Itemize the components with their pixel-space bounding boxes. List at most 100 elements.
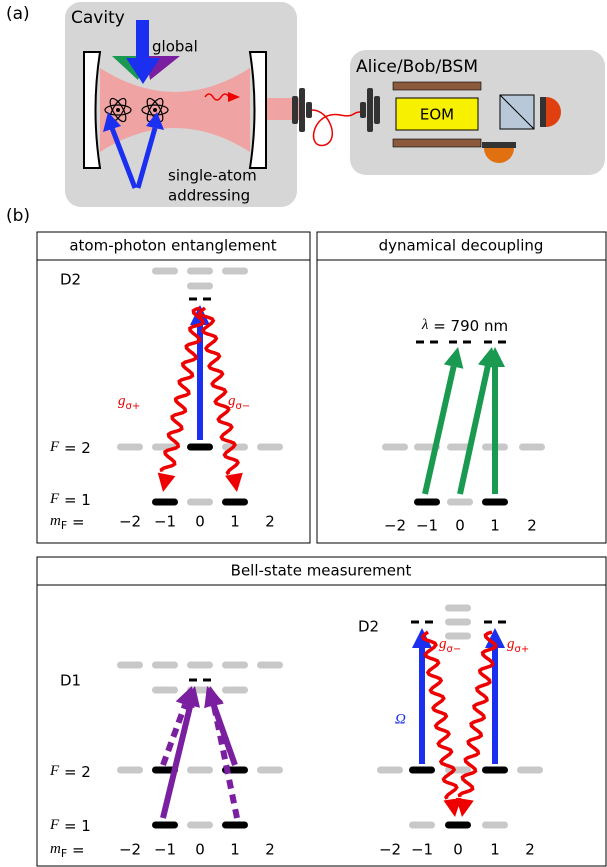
coupling-label: gσ+: [118, 393, 140, 412]
mf-label: mF =: [50, 513, 85, 535]
virtual-level: [484, 621, 492, 624]
level: [445, 619, 471, 626]
atom-core: [116, 108, 120, 112]
panel-frame: [37, 557, 606, 866]
addressing-label: single-atom: [168, 167, 257, 185]
level: [222, 499, 248, 506]
level: [187, 283, 213, 290]
detector: [482, 142, 516, 148]
mf-value: 2: [527, 517, 537, 535]
level: [152, 499, 178, 506]
mf-value: −2: [379, 841, 401, 859]
mf-value: 0: [453, 841, 463, 859]
virtual-level: [463, 341, 471, 344]
cavity-label: Cavity: [71, 8, 125, 28]
wavelength-label: λ = 790 nm: [421, 317, 508, 335]
level: [187, 499, 213, 506]
virtual-level: [203, 298, 211, 301]
level: [382, 444, 408, 451]
mf-value: 2: [265, 841, 275, 859]
arrow-head: [158, 473, 176, 492]
arrow-head: [444, 347, 464, 369]
mf-value: 2: [525, 841, 535, 859]
global-beam: [136, 20, 149, 60]
level: [517, 767, 543, 774]
level: [187, 444, 213, 451]
level: [447, 499, 473, 506]
mf-value: 1: [490, 517, 500, 535]
mf-value: 0: [195, 841, 205, 859]
photon: [423, 632, 457, 799]
level-label: D2: [60, 271, 81, 289]
level: [482, 499, 508, 506]
rabi-label: Ω: [395, 711, 406, 727]
virtual-level: [449, 341, 457, 344]
level: [117, 767, 143, 774]
level-label: F = 1: [49, 817, 91, 835]
mf-value: 0: [195, 513, 205, 531]
panel-title: Bell-state measurement: [231, 562, 412, 580]
level: [117, 662, 143, 669]
level-label: D1: [60, 672, 81, 690]
mf-value: 0: [455, 517, 465, 535]
virtual-level: [203, 679, 211, 682]
mf-value: −2: [119, 513, 141, 531]
level-label: F = 1: [49, 491, 91, 509]
electrode: [393, 139, 481, 147]
level: [519, 444, 545, 451]
level: [222, 268, 248, 275]
coupling-label: gσ−: [228, 393, 250, 412]
eom-label: EOM: [420, 106, 454, 124]
atom-core: [153, 108, 157, 112]
mf-label: mF =: [50, 841, 85, 863]
transition: [425, 367, 454, 494]
arrow-head: [225, 473, 243, 492]
mf-value: −1: [416, 517, 438, 535]
transition: [460, 367, 488, 494]
mf-value: 1: [230, 513, 240, 531]
virtual-level: [430, 341, 438, 344]
level: [445, 633, 471, 640]
global-label: global: [152, 38, 198, 56]
node-label: Alice/Bob/BSM: [356, 57, 478, 77]
level: [409, 822, 435, 829]
panel-label: (a): [6, 4, 30, 24]
level: [222, 822, 248, 829]
coupling-label: gσ+: [507, 636, 529, 655]
level: [257, 444, 283, 451]
level: [222, 662, 248, 669]
level: [187, 822, 213, 829]
mf-value: 1: [230, 841, 240, 859]
level: [187, 268, 213, 275]
virtual-level: [189, 298, 197, 301]
mf-value: −1: [411, 841, 433, 859]
level-label: F = 2: [49, 763, 91, 781]
level: [117, 444, 143, 451]
mf-value: −2: [119, 841, 141, 859]
mf-value: −1: [154, 513, 176, 531]
level: [257, 767, 283, 774]
arrow-head: [456, 798, 474, 817]
level: [152, 687, 178, 694]
panel-frame: [317, 232, 606, 543]
addressing-label: addressing: [168, 187, 250, 205]
virtual-level: [484, 341, 492, 344]
virtual-level: [425, 621, 433, 624]
mf-value: −2: [384, 517, 406, 535]
level: [445, 822, 471, 829]
virtual-level: [498, 621, 506, 624]
level: [414, 499, 440, 506]
figure: (a) Cavity global single-atom addressing…: [0, 0, 607, 867]
level: [377, 767, 403, 774]
panel-title: atom-photon entanglement: [69, 237, 276, 255]
panel-title: dynamical decoupling: [379, 237, 544, 255]
level: [222, 687, 248, 694]
panel-label: (b): [6, 206, 30, 226]
mf-value: 2: [265, 513, 275, 531]
level: [152, 268, 178, 275]
level-label: D2: [358, 618, 379, 636]
electrode: [393, 82, 481, 90]
virtual-level: [411, 621, 419, 624]
level: [445, 605, 471, 612]
virtual-level: [416, 341, 424, 344]
